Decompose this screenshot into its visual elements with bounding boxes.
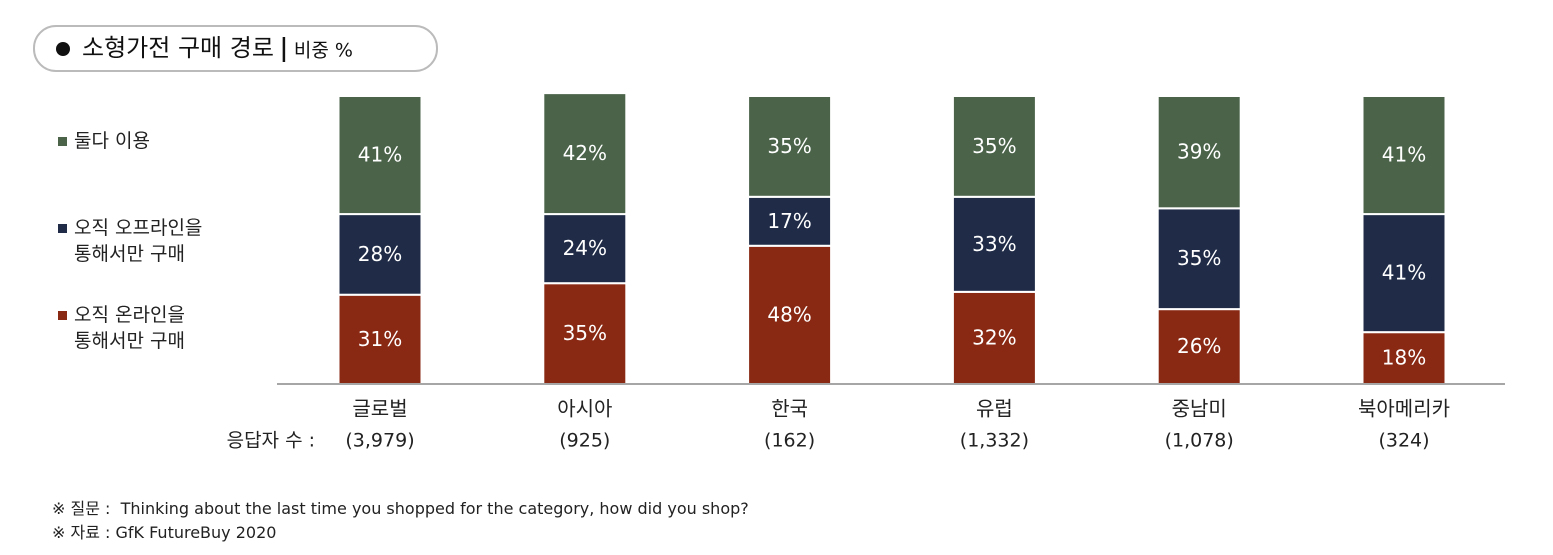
legend-label: 둘다 이용 xyxy=(74,130,150,152)
legend-label: 오직 온라인을 통해서만 구매 xyxy=(74,304,185,352)
bar-segment xyxy=(337,213,423,296)
value-label: 39% xyxy=(1177,140,1221,164)
legend-item: 둘다 이용 xyxy=(58,128,150,154)
value-label: 17% xyxy=(767,209,811,233)
bar-segment xyxy=(542,213,628,285)
x-tick-label: 한국 xyxy=(771,397,808,421)
bar-segment xyxy=(542,282,628,386)
legend-swatch xyxy=(58,311,67,320)
value-label: 18% xyxy=(1382,346,1426,370)
title-pill xyxy=(33,25,438,72)
respondent-count: (925) xyxy=(559,430,610,452)
chart-title: 소형가전 구매 경로 xyxy=(82,34,274,62)
value-label: 35% xyxy=(563,321,607,345)
bar-segment xyxy=(542,92,628,216)
legend-swatch xyxy=(58,224,67,233)
value-label: 24% xyxy=(563,236,607,260)
bar-segment xyxy=(747,95,833,198)
x-tick-label: 글로벌 xyxy=(352,397,407,421)
footnote: ※ 질문 : Thinking about the last time you … xyxy=(52,499,749,518)
value-label: 33% xyxy=(972,232,1016,256)
bar-segment xyxy=(337,95,423,216)
respondent-count: (324) xyxy=(1378,430,1429,452)
bar-segment xyxy=(951,95,1037,198)
value-label: 41% xyxy=(1382,261,1426,285)
legend-label: 오직 오프라인을 통해서만 구매 xyxy=(74,217,203,265)
value-label: 41% xyxy=(1382,143,1426,167)
bar-segment xyxy=(337,293,423,385)
respondent-count: (3,979) xyxy=(345,430,414,452)
legend-item: 오직 오프라인을 통해서만 구매 xyxy=(58,215,202,267)
footnote: ※ 자료 : GfK FutureBuy 2020 xyxy=(52,523,277,542)
legend-swatch xyxy=(58,137,67,146)
x-tick-label: 유럽 xyxy=(976,397,1013,421)
legend-item: 오직 온라인을 통해서만 구매 xyxy=(58,302,185,354)
respondents-label: 응답자 수 : xyxy=(227,430,315,452)
value-label: 26% xyxy=(1177,334,1221,358)
bar-segment xyxy=(747,244,833,385)
bar-segment xyxy=(1361,213,1447,334)
x-tick-label: 아시아 xyxy=(557,397,612,421)
title-bullet xyxy=(56,42,70,56)
value-label: 41% xyxy=(358,143,402,167)
respondent-count: (162) xyxy=(764,430,815,452)
value-label: 32% xyxy=(972,325,1016,349)
x-tick-label: 북아메리카 xyxy=(1358,397,1450,421)
bar-segment xyxy=(951,195,1037,293)
value-label: 35% xyxy=(972,134,1016,158)
chart-subtitle: 비중 % xyxy=(294,40,353,62)
x-tick-label: 중남미 xyxy=(1172,397,1227,421)
value-label: 35% xyxy=(1177,246,1221,270)
value-label: 42% xyxy=(563,141,607,165)
value-label: 35% xyxy=(767,134,811,158)
value-label: 28% xyxy=(358,242,402,266)
bar-segment xyxy=(747,195,833,247)
bar-segment xyxy=(1156,95,1242,210)
bar-segment xyxy=(1361,95,1447,216)
respondent-count: (1,078) xyxy=(1165,430,1234,452)
value-label: 48% xyxy=(767,302,811,326)
respondent-count: (1,332) xyxy=(960,430,1029,452)
bar-segment xyxy=(1361,331,1447,386)
value-label: 31% xyxy=(358,327,402,351)
